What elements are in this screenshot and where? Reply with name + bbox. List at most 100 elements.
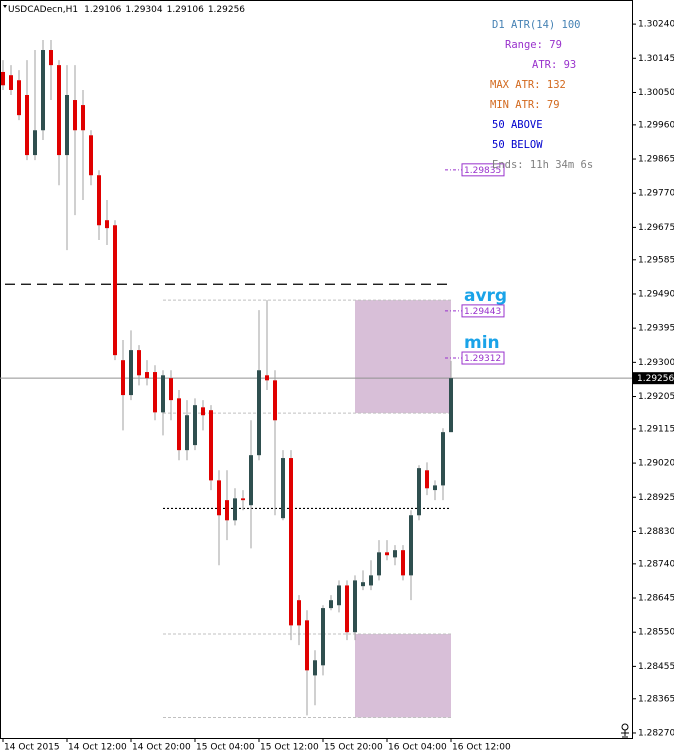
candle-body bbox=[129, 350, 133, 396]
info-text: MIN ATR: 79 bbox=[490, 99, 560, 111]
x-tick-label: 16 Oct 04:00 bbox=[388, 743, 447, 753]
info-text: ATR: 93 bbox=[532, 59, 576, 71]
candle-body bbox=[33, 130, 37, 156]
level-box bbox=[461, 163, 505, 177]
candle-body bbox=[17, 80, 21, 116]
y-tick-label: 1.28270 bbox=[638, 728, 674, 738]
y-tick-label: 1.29865 bbox=[638, 155, 674, 165]
candle-body bbox=[241, 498, 245, 501]
candle-body bbox=[41, 50, 45, 131]
level-name: avrg bbox=[464, 286, 507, 306]
level-box bbox=[461, 304, 505, 318]
y-tick-label: 1.29490 bbox=[638, 289, 674, 299]
y-tick-label: 1.30240 bbox=[638, 20, 674, 30]
zone bbox=[355, 300, 451, 414]
y-tick-label: 1.28740 bbox=[638, 559, 674, 569]
candle-body bbox=[209, 410, 213, 481]
y-tick-label: 1.28455 bbox=[638, 662, 674, 672]
candle-body bbox=[417, 468, 421, 516]
bid-label: 1.29256 bbox=[637, 374, 674, 384]
x-tick-label: 14 Oct 20:00 bbox=[132, 743, 191, 753]
candle-body bbox=[329, 600, 333, 609]
level-label: 1.29312 bbox=[464, 354, 501, 364]
y-tick-label: 1.29205 bbox=[638, 392, 674, 402]
candle-body bbox=[257, 370, 261, 456]
info-text: 50 BELOW bbox=[492, 139, 543, 151]
y-tick-label: 1.29300 bbox=[638, 358, 674, 368]
candle-body bbox=[161, 375, 165, 413]
candle-body bbox=[345, 585, 349, 633]
candle-body bbox=[113, 225, 117, 356]
level-label: 1.29835 bbox=[464, 166, 501, 176]
level-box bbox=[461, 351, 505, 365]
candle-body bbox=[25, 94, 29, 156]
candle-body bbox=[297, 600, 301, 626]
y-tick-label: 1.29675 bbox=[638, 223, 674, 233]
x-tick-label: 14 Oct 12:00 bbox=[68, 743, 127, 753]
candle-body bbox=[137, 350, 141, 376]
y-tick-label: 1.29770 bbox=[638, 189, 674, 199]
candle-body bbox=[97, 175, 101, 226]
zones bbox=[163, 299, 451, 718]
candle-body bbox=[201, 407, 205, 416]
candle-body bbox=[449, 378, 453, 433]
y-tick-label: 1.30145 bbox=[638, 54, 674, 64]
symbol: USDCADecn,H1 bbox=[8, 5, 78, 15]
level-name: min bbox=[464, 333, 500, 353]
candle-body bbox=[177, 398, 181, 451]
y-tick-label: 1.28830 bbox=[638, 527, 674, 537]
y-tick-label: 1.29585 bbox=[638, 255, 674, 265]
candle-body bbox=[57, 65, 61, 156]
info-text: 50 ABOVE bbox=[492, 119, 543, 131]
candle-body bbox=[305, 620, 309, 671]
x-tick-label: 15 Oct 04:00 bbox=[196, 743, 255, 753]
y-tick-label: 1.29960 bbox=[638, 120, 674, 130]
header-arrow bbox=[3, 5, 7, 8]
candle-body bbox=[1, 71, 5, 86]
x-tick-label: 15 Oct 12:00 bbox=[260, 743, 319, 753]
zone bbox=[355, 634, 451, 718]
info-text: Ends: 11h 34m 6s bbox=[492, 159, 593, 171]
candle-body bbox=[281, 458, 285, 519]
candle-body bbox=[145, 372, 149, 379]
info-text: MAX ATR: 132 bbox=[490, 79, 566, 91]
y-tick-label: 1.29395 bbox=[638, 324, 674, 334]
info-text: D1 ATR(14) 100 bbox=[492, 19, 581, 31]
candle-body bbox=[425, 470, 429, 489]
y-tick-label: 1.29115 bbox=[638, 424, 674, 434]
y-tick-label: 1.29020 bbox=[638, 459, 674, 469]
header-open: 1.29106 bbox=[84, 5, 121, 15]
info-text: Range: 79 bbox=[505, 39, 562, 51]
header-high: 1.29304 bbox=[125, 5, 162, 15]
candle-body bbox=[289, 458, 293, 626]
candle-body bbox=[153, 372, 157, 413]
candle-body bbox=[89, 135, 93, 176]
candle-body bbox=[65, 94, 69, 156]
bid-label-box bbox=[633, 372, 674, 385]
x-tick-label: 16 Oct 12:00 bbox=[452, 743, 511, 753]
candle-body bbox=[169, 378, 173, 401]
candle-body bbox=[337, 585, 341, 606]
candle-body bbox=[353, 580, 357, 633]
candle-body bbox=[385, 552, 389, 556]
candle-body bbox=[441, 432, 445, 486]
y-tick-label: 1.28925 bbox=[638, 493, 674, 503]
candle-body bbox=[105, 220, 109, 229]
main: 1.30240 1.30145 1.30050 1.29960 1.29865 1.297… bbox=[0, 19, 674, 753]
candle-body bbox=[49, 50, 53, 66]
candle-body bbox=[185, 415, 189, 451]
candle-body bbox=[401, 550, 405, 576]
header-close: 1.29256 bbox=[208, 5, 245, 15]
candle-body bbox=[81, 105, 85, 131]
candle-body bbox=[73, 100, 77, 131]
candle-body bbox=[369, 575, 373, 586]
candle-body bbox=[121, 360, 125, 396]
y-tick-label: 1.28365 bbox=[638, 694, 674, 704]
y-tick-label: 1.28645 bbox=[638, 594, 674, 604]
candle-body bbox=[313, 660, 317, 676]
candle-body bbox=[193, 405, 197, 446]
robot-icon bbox=[621, 723, 629, 738]
candle-body bbox=[249, 455, 253, 506]
